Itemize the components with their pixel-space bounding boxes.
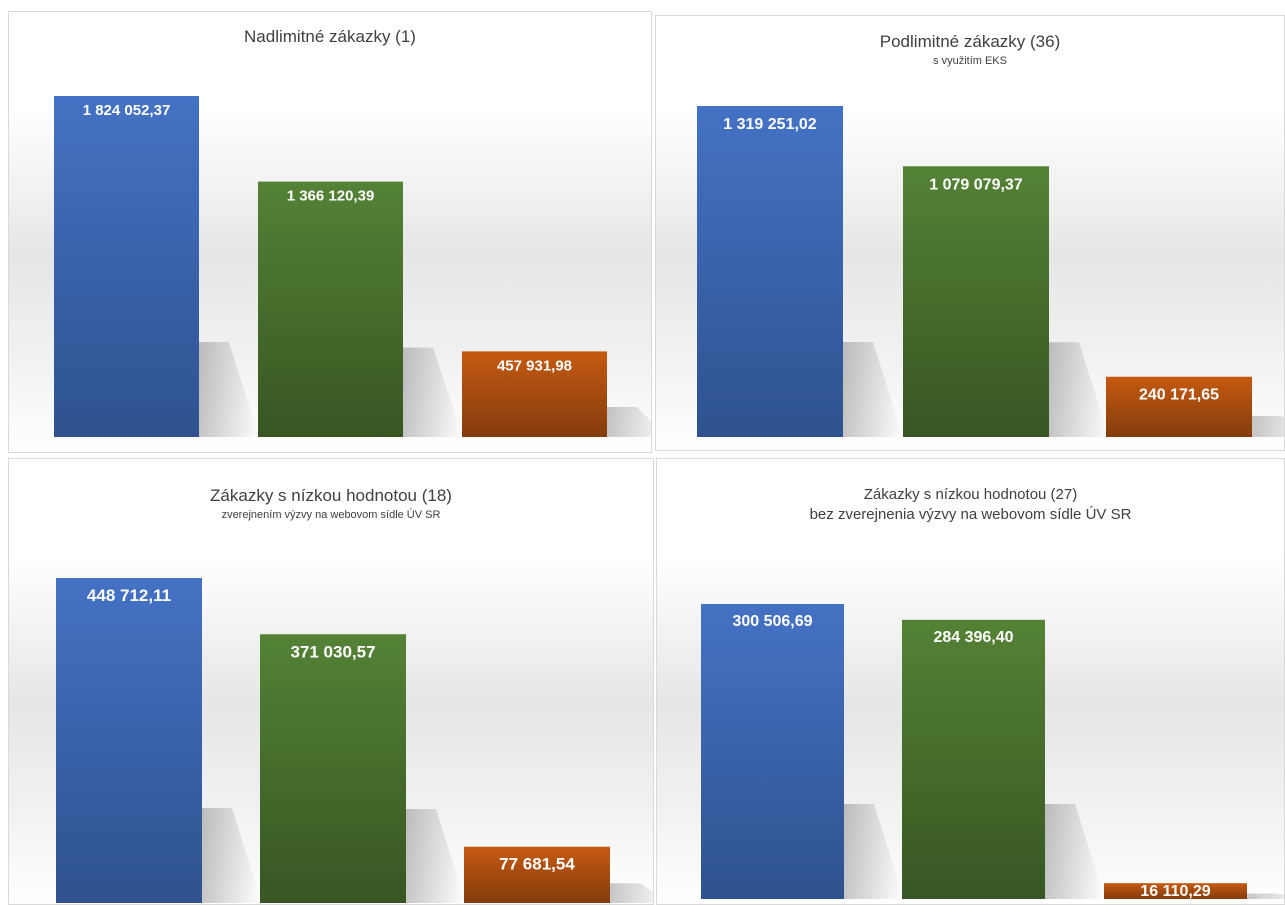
data-label: 448 712,11: [87, 586, 171, 605]
data-label: 1 079 079,37: [929, 176, 1023, 193]
bar-shadow: [403, 347, 463, 437]
data-label: 284 396,40: [933, 629, 1013, 646]
chart-title: Podlimitné zákazky (36): [879, 32, 1061, 51]
chart-plot: 1 824 052,37 1 366 120,39 457 931,98: [54, 96, 651, 437]
chart-panel-2: Podlimitné zákazky (36) s využitím EKS 1…: [655, 15, 1285, 451]
chart-title: Nadlimitné zákazky (1): [244, 27, 416, 46]
bar-shadow: [199, 342, 259, 437]
bar-series-2: [902, 619, 1045, 899]
data-label: 1 824 052,37: [83, 102, 171, 119]
data-label: 1 319 251,02: [723, 116, 817, 133]
data-label: 371 030,57: [290, 642, 375, 661]
bar-series-2: [260, 634, 406, 903]
chart-plot: 448 712,11 371 030,57 77 681,54: [56, 578, 653, 903]
bar-shadow: [610, 883, 653, 903]
data-label: 457 931,98: [497, 357, 572, 374]
bar-series-1: [701, 604, 844, 899]
bar-shadow: [406, 808, 466, 903]
bar-shadow: [1252, 415, 1284, 437]
chart-subtitle: bez zverejnenia výzvy na webovom sídle Ú…: [809, 506, 1132, 523]
bar-series-3: [1104, 883, 1247, 899]
chart-title: Zákazky s nízkou hodnotou (27): [863, 486, 1078, 503]
bar-shadow: [844, 804, 904, 899]
chart-plot: 1 319 251,02 1 079 079,37 240 171,65: [697, 106, 1284, 438]
chart-panel-1: Nadlimitné zákazky (1) 1 824 052,37 1 366…: [8, 11, 652, 453]
data-label: 77 681,54: [499, 855, 575, 874]
chart-panel-3: Zákazky s nízkou hodnotou (18) zverejnen…: [8, 458, 654, 905]
bar-shadow: [1045, 804, 1105, 899]
data-label: 1 366 120,39: [287, 188, 375, 205]
bar-series-3: [462, 351, 607, 437]
bar-series-1: [56, 578, 202, 903]
chart-plot: 300 506,69 284 396,40 16 110,29: [701, 604, 1284, 900]
chart-subtitle: s využitím EKS: [933, 55, 1007, 67]
bar-series-3: [464, 846, 610, 903]
data-label: 16 110,29: [1140, 883, 1210, 900]
bar-series-2: [903, 166, 1049, 438]
bar-shadow: [1049, 342, 1109, 437]
bar-series-3: [1106, 376, 1252, 437]
chart-panel-4: Zákazky s nízkou hodnotou (27) bez zvere…: [656, 458, 1285, 905]
chart-title: Zákazky s nízkou hodnotou (18): [210, 486, 452, 505]
bar-series-1: [697, 106, 843, 437]
bar-shadow: [607, 407, 651, 437]
bar-series-2: [258, 181, 403, 437]
bar-series-1: [54, 96, 199, 437]
bar-shadow: [843, 342, 903, 437]
data-label: 240 171,65: [1139, 387, 1219, 404]
chart-subtitle: zverejnením výzvy na webovom sídle ÚV SR: [221, 509, 441, 521]
bar-shadow: [1247, 893, 1284, 899]
data-label: 300 506,69: [732, 613, 812, 630]
bar-shadow: [202, 808, 262, 903]
